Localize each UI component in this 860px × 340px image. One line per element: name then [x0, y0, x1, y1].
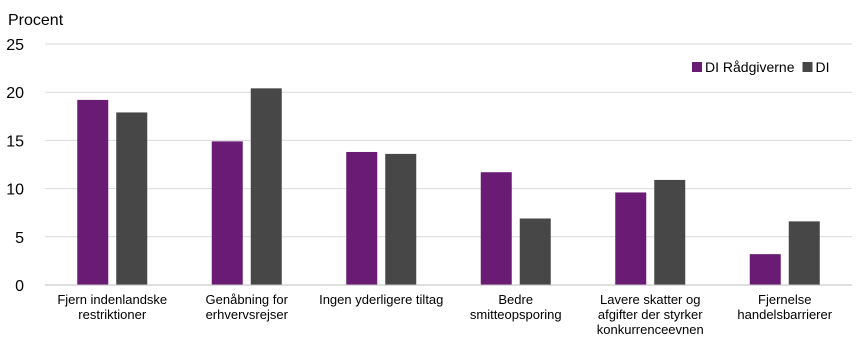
- bar-di-radgiverne: [615, 192, 647, 285]
- bar-di-radgiverne: [749, 254, 781, 285]
- bar-di: [788, 221, 820, 285]
- legend-label: DI: [816, 59, 830, 75]
- x-category-label: Ingen yderligere tiltag: [319, 292, 443, 307]
- bar-di: [385, 153, 417, 285]
- bar-di-radgiverne: [211, 141, 243, 285]
- bar-di: [116, 112, 148, 285]
- legend-label: DI Rådgiverne: [705, 59, 795, 75]
- x-category-label: handelsbarrierer: [737, 307, 832, 322]
- legend: DI Rådgiverne DI: [692, 59, 830, 75]
- x-category-label: konkurrenceevnen: [597, 322, 704, 337]
- bar-di-radgiverne: [480, 172, 512, 285]
- y-axis-label: Procent: [8, 12, 64, 29]
- x-category-label: erhvervsrejser: [206, 307, 289, 322]
- y-tick-label: 10: [6, 182, 24, 199]
- x-category-label: Bedre: [498, 292, 533, 307]
- x-category-label: restriktioner: [78, 307, 147, 322]
- y-tick-label: 20: [6, 85, 24, 102]
- y-axis-ticks: 0 5 10 15 20 25: [6, 37, 24, 295]
- bar-di: [654, 179, 686, 285]
- x-category-label: Lavere skatter og: [600, 292, 700, 307]
- legend-swatch: [802, 62, 813, 72]
- legend-swatch: [692, 62, 702, 72]
- bar-di: [519, 218, 551, 285]
- x-category-label: smitteopsporing: [470, 307, 562, 322]
- x-category-label: Genåbning for: [206, 292, 289, 307]
- bars: [77, 88, 820, 286]
- y-tick-label: 0: [15, 278, 24, 295]
- x-category-label: Fjern indenlandske: [57, 292, 167, 307]
- bar-di-radgiverne: [77, 99, 109, 285]
- y-tick-label: 15: [6, 133, 24, 150]
- y-tick-label: 5: [15, 230, 24, 247]
- bar-di-radgiverne: [346, 151, 378, 285]
- gridlines: [45, 43, 852, 238]
- x-category-label: Fjernelse: [758, 292, 811, 307]
- y-tick-label: 25: [6, 37, 24, 54]
- bar-di: [250, 88, 282, 286]
- x-category-label: afgifter der styrker: [598, 307, 703, 322]
